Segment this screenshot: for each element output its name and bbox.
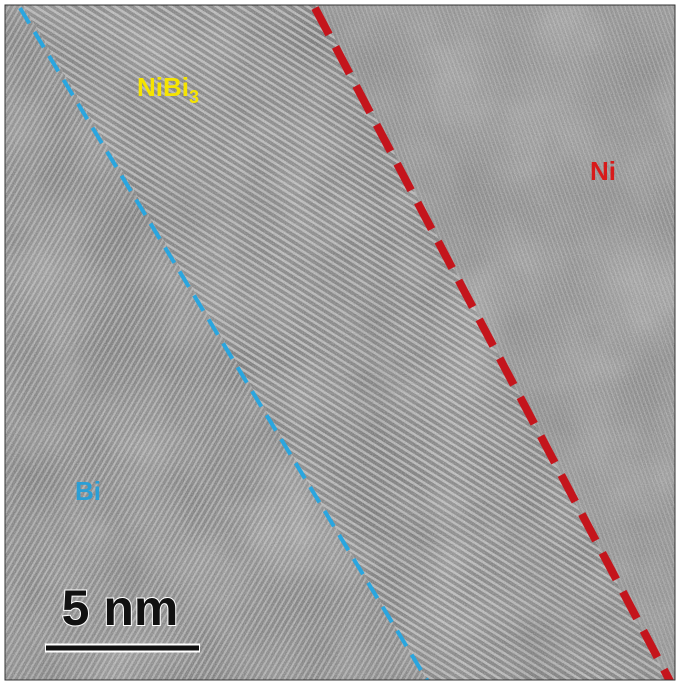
label-subscript: 3 [189, 87, 199, 107]
micrograph: NiBi3 Ni Bi 5 nm [0, 0, 679, 685]
image-area: NiBi3 Ni Bi 5 nm [0, 0, 679, 685]
page: NiBi3 Ni Bi 5 nm (() => { const data = J… [0, 0, 679, 685]
label-bi: Bi [75, 476, 101, 506]
label-ni: Ni [590, 156, 616, 186]
label-base: NiBi [137, 72, 189, 102]
scale-bar-label: 5 nm [62, 580, 179, 636]
